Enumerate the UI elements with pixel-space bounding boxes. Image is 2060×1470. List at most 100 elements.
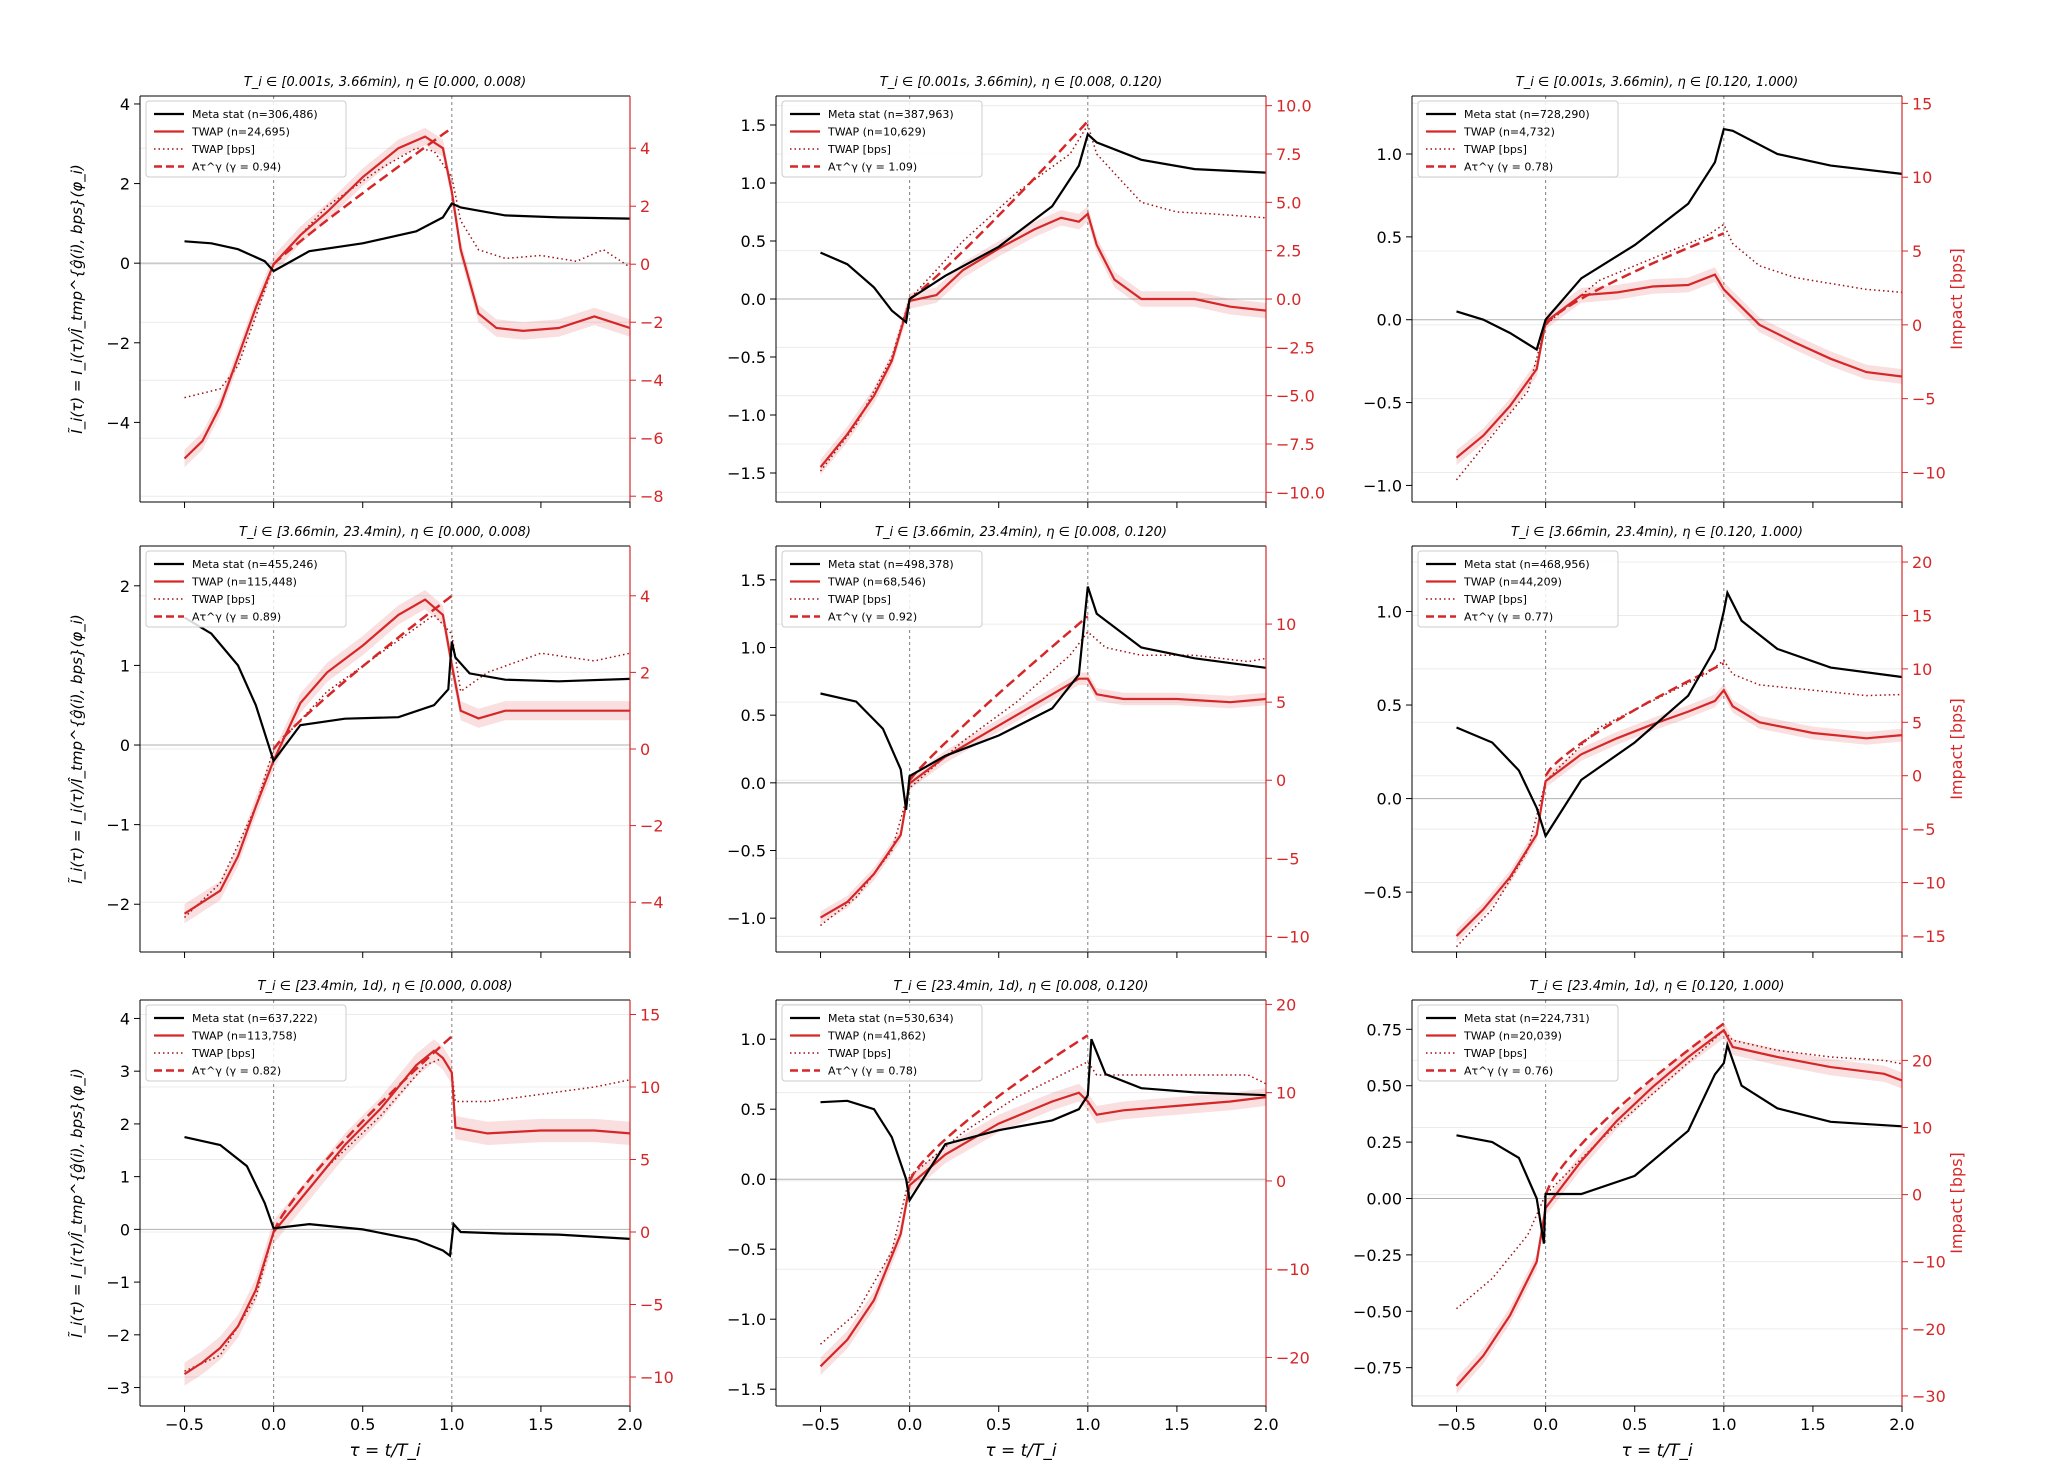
legend-label: TWAP [bps] [827,593,891,606]
y-tick-label-left: −0.25 [1353,1246,1402,1265]
plot-area [140,96,630,502]
subplot-title: T_i ∈ [23.4min, 1d), η ∈ [0.120, 1.000) [1530,979,1785,994]
y-tick-label-right: −20 [1276,1348,1310,1367]
legend-label: Meta stat (n=224,731) [1464,1012,1590,1025]
legend-label: Meta stat (n=306,486) [192,108,318,121]
subplot-title: T_i ∈ [3.66min, 23.4min), η ∈ [0.000, 0.… [239,525,531,540]
y-tick-label-right: −30 [1912,1387,1946,1406]
y-tick-label-right: 20 [1912,553,1932,572]
y-tick-label-left: 1.5 [741,571,766,590]
series-fit [1544,232,1725,326]
y-tick-label-left: −0.50 [1353,1302,1402,1321]
series-meta-stat [820,132,1266,325]
legend-label: Meta stat (n=728,290) [1464,108,1590,121]
x-tick-label: 1.5 [528,1415,553,1434]
y-tick-label-right: −20 [1912,1320,1946,1339]
y-tick-label-left: −1 [106,816,130,835]
y-tick-label-right: 0 [1912,316,1922,335]
legend-label: TWAP [bps] [1463,143,1527,156]
y-tick-label-right: 15 [1912,94,1932,113]
legend: Meta stat (n=637,222) TWAP (n=113,758) TWA… [145,1004,347,1082]
x-axis-label: τ = t/T_i [985,1441,1057,1461]
y-tick-label-left: −0.75 [1353,1359,1402,1378]
x-tick-label: 0.5 [350,1415,375,1434]
y-tick-label-left: −1.0 [727,406,766,425]
series-fit [1544,1022,1725,1196]
y-tick-label-left: 1 [120,656,130,675]
legend-label: Aτ^γ (γ = 0.77) [1464,611,1553,624]
y-tick-label-left: −0.5 [727,1240,766,1259]
x-tick-label: 0.0 [261,1415,286,1434]
legend-label: Aτ^γ (γ = 0.78) [1464,161,1553,174]
y-tick-label-right: 2 [640,197,650,216]
y-tick-label-right: 0 [1276,771,1286,790]
y-tick-label-left: 0 [120,736,130,755]
legend-label: Aτ^γ (γ = 0.76) [1464,1065,1553,1078]
legend-label: TWAP (n=41,862) [827,1030,926,1043]
legend-label: TWAP [bps] [191,143,255,156]
y-tick-label-left: −1.5 [727,464,766,483]
series-fit [272,1035,453,1233]
y-tick-label-right: −2.5 [1276,338,1315,357]
legend-label: Meta stat (n=530,634) [828,1012,954,1025]
y-tick-label-left: −0.5 [1363,883,1402,902]
y-tick-label-right: −10 [640,1368,674,1387]
legend-label: TWAP [bps] [1463,593,1527,606]
y-tick-label-left: 1.0 [741,1030,766,1049]
series-twap [819,677,1266,919]
y-tick-label-left: 0.50 [1366,1077,1402,1096]
y-tick-label-right: −5.0 [1276,387,1315,406]
subplot-title: T_i ∈ [23.4min, 1d), η ∈ [0.008, 0.120) [894,979,1149,994]
y-tick-label-left: 0.0 [741,774,766,793]
y-tick-label-left: 1 [120,1168,130,1187]
y-tick-label-left: 0 [120,1220,130,1239]
y-tick-label-left: −1.0 [727,909,766,928]
series-twap-bps [820,630,1266,927]
x-tick-label: 2.0 [1889,1415,1914,1434]
series-twap [819,211,1266,468]
subplot-9: −0.5 0.0 0.5 1.0 1.5 2.0 τ = t/T_i −0.75 −0.50 −0… [1353,979,1966,1461]
y-tick-label-left: 4 [120,95,130,114]
legend-box [145,1004,347,1082]
subplot-title: T_i ∈ [0.001s, 3.66min), η ∈ [0.000, 0.0… [244,75,526,90]
subplot-1: −4 −2 0 2 4 −8 −6 −4 −2 0 2 4 Ĩ_i(τ) = I_i(τ)/Î_tmp^… [67,75,664,508]
y-tick-label-right: −7.5 [1276,435,1315,454]
series-twap [1455,1028,1902,1387]
y-tick-label-right: 0 [640,1223,650,1242]
y-tick-label-right: −5 [640,1296,664,1315]
y-tick-label-left: 0.0 [741,1170,766,1189]
y-tick-label-right: −2 [640,817,664,836]
series-meta-stat [183,616,630,764]
y-tick-label-left: 1.5 [741,116,766,135]
y-tick-label-left: 0.75 [1366,1020,1402,1039]
y-tick-label-right: −10 [1912,1253,1946,1272]
x-tick-label: 0.0 [897,1415,922,1434]
x-tick-label: 1.0 [1075,1415,1100,1434]
legend-label: Aτ^γ (γ = 1.09) [828,161,917,174]
subplot-title: T_i ∈ [3.66min, 23.4min), η ∈ [0.008, 0.… [875,525,1167,540]
twap-confidence-band [820,672,1266,924]
legend-label: TWAP (n=44,209) [1463,576,1562,589]
legend: Meta stat (n=728,290) TWAP (n=4,732) TWAP … [1417,100,1619,178]
series-twap-bps [820,1060,1266,1345]
y-axis-label-right: Impact [bps] [1947,1152,1966,1254]
y-tick-label-left: 0.5 [741,706,766,725]
y-tick-label-left: 0.0 [741,290,766,309]
x-axis-label: τ = t/T_i [1621,1441,1693,1461]
y-tick-label-right: 20 [1276,995,1296,1014]
y-tick-label-left: 2 [120,175,130,194]
subplot-2: −1.5 −1.0 −0.5 0.0 0.5 1.0 1.5 −10.0 −7.5 −5.0 −2.… [727,75,1325,508]
y-tick-label-right: 0 [640,255,650,274]
y-tick-label-right: 10 [1276,615,1296,634]
twap-confidence-band [820,1083,1266,1376]
y-tick-label-left: 1.0 [1377,145,1402,164]
y-tick-label-right: 15 [1912,606,1932,625]
y-tick-label-right: 10 [1912,1119,1932,1138]
y-tick-label-right: −4 [640,371,664,390]
twap-confidence-band [184,1039,630,1386]
y-tick-label-right: −5 [1912,820,1936,839]
y-tick-label-right: 2 [640,663,650,682]
legend-box [1417,1004,1619,1082]
legend-label: Meta stat (n=387,963) [828,108,954,121]
legend: Meta stat (n=455,246) TWAP (n=115,448) TWA… [145,550,347,628]
